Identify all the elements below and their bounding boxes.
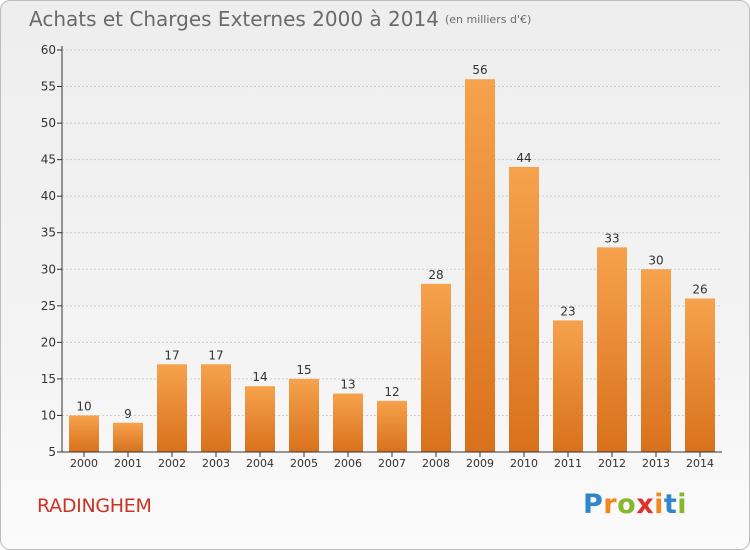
y-tick-label: 30 bbox=[41, 262, 56, 276]
y-tick-label: 45 bbox=[41, 153, 56, 167]
data-label: 30 bbox=[648, 253, 663, 267]
x-tick-label: 2012 bbox=[598, 457, 626, 470]
bar bbox=[289, 378, 319, 452]
bar bbox=[377, 400, 407, 452]
x-tick-label: 2010 bbox=[510, 457, 538, 470]
bar bbox=[421, 283, 451, 452]
x-tick-label: 2002 bbox=[158, 457, 186, 470]
x-tick-label: 2014 bbox=[686, 457, 714, 470]
bar bbox=[201, 364, 231, 452]
data-label: 9 bbox=[124, 407, 132, 421]
x-tick-label: 2006 bbox=[334, 457, 362, 470]
y-tick-label: 55 bbox=[41, 80, 56, 94]
y-tick-label: 50 bbox=[41, 116, 56, 130]
x-tick-label: 2000 bbox=[70, 457, 98, 470]
y-tick-label: 25 bbox=[41, 299, 56, 313]
bar bbox=[333, 393, 363, 452]
bar bbox=[641, 269, 671, 452]
chart-title: Achats et Charges Externes 2000 à 2014 (e… bbox=[29, 7, 531, 31]
data-label: 33 bbox=[604, 231, 619, 245]
data-label: 14 bbox=[252, 370, 267, 384]
data-label: 44 bbox=[516, 151, 531, 165]
x-tick-label: 2009 bbox=[466, 457, 494, 470]
data-label: 15 bbox=[296, 363, 311, 377]
bars bbox=[69, 79, 715, 453]
bar bbox=[509, 166, 539, 453]
y-tick-label: 60 bbox=[41, 43, 56, 57]
data-label: 56 bbox=[472, 63, 487, 77]
data-label: 17 bbox=[208, 348, 223, 362]
bar bbox=[465, 79, 495, 453]
y-tick-label: 35 bbox=[41, 226, 56, 240]
bar bbox=[69, 415, 99, 452]
axes: 5 10 15 20 25 30 35 40 45 50 55 60 2000 2001 2002 2003 2… bbox=[41, 43, 722, 470]
commune-name: RADINGHEM bbox=[37, 495, 152, 517]
chart-title-text: Achats et Charges Externes 2000 à 2014 bbox=[29, 7, 439, 31]
data-label: 17 bbox=[164, 348, 179, 362]
labels: 10 9 17 17 14 15 13 12 28 56 44 23 33 30 26 bbox=[76, 63, 707, 421]
data-label: 12 bbox=[384, 385, 399, 399]
bar bbox=[597, 247, 627, 452]
data-label: 10 bbox=[76, 399, 91, 413]
x-tick-label: 2011 bbox=[554, 457, 582, 470]
data-label: 23 bbox=[560, 304, 575, 318]
proxiti-logo: Proxiti bbox=[583, 489, 688, 520]
bar bbox=[553, 320, 583, 452]
data-label: 13 bbox=[340, 378, 355, 392]
y-tick-label: 10 bbox=[41, 408, 56, 422]
x-tick-label: 2003 bbox=[202, 457, 230, 470]
x-tick-label: 2008 bbox=[422, 457, 450, 470]
x-tick-label: 2004 bbox=[246, 457, 274, 470]
y-tick-label: 5 bbox=[48, 445, 56, 459]
bar bbox=[157, 364, 187, 452]
x-tick-label: 2013 bbox=[642, 457, 670, 470]
y-tick-label: 40 bbox=[41, 189, 56, 203]
bar bbox=[245, 386, 275, 452]
chart-subtitle: (en milliers d'€) bbox=[444, 13, 532, 26]
bar bbox=[113, 422, 143, 452]
y-tick-label: 20 bbox=[41, 335, 56, 349]
x-tick-label: 2005 bbox=[290, 457, 318, 470]
data-label: 26 bbox=[692, 283, 707, 297]
x-tick-label: 2007 bbox=[378, 457, 406, 470]
x-tick-label: 2001 bbox=[114, 457, 142, 470]
y-tick-label: 15 bbox=[41, 372, 56, 386]
data-label: 28 bbox=[428, 268, 443, 282]
bar bbox=[685, 298, 715, 452]
